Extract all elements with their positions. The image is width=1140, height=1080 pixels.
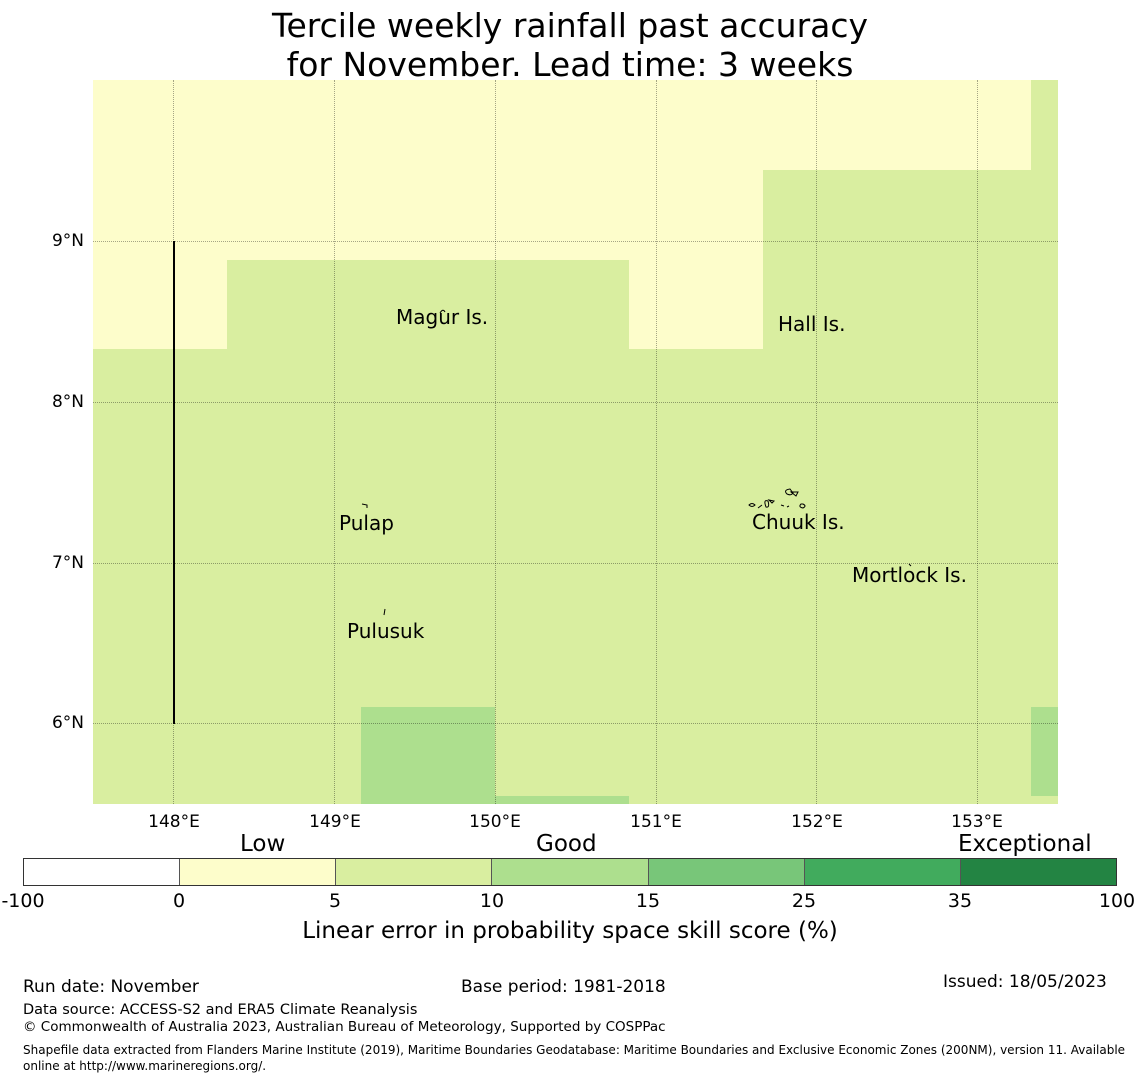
map-cell-low <box>93 80 1031 170</box>
lat-label: 7°N <box>51 553 84 573</box>
place-label-hall: Hall Is. <box>778 312 846 336</box>
lon-label: 149°E <box>309 812 361 832</box>
island-outlines <box>361 309 912 616</box>
lat-label: 6°N <box>51 713 84 733</box>
place-label-mortlock: Mortlock Is. <box>852 563 967 587</box>
base-period: Base period: 1981-2018 <box>461 977 666 997</box>
lon-label: 151°E <box>630 812 682 832</box>
lat-label: 9°N <box>51 231 84 251</box>
shapefile-credit-line-1: Shapefile data extracted from Flanders M… <box>23 1043 1126 1057</box>
lon-label: 150°E <box>469 812 521 832</box>
chart-title: Tercile weekly rainfall past accuracy fo… <box>0 6 1140 84</box>
map-cell-low <box>93 170 763 260</box>
colorbar-segment <box>336 859 493 885</box>
copyright: © Commonwealth of Australia 2023, Austra… <box>23 1019 666 1035</box>
colorbar-segment <box>24 859 181 885</box>
lon-label: 152°E <box>791 812 843 832</box>
place-label-pulusuk: Pulusuk <box>347 619 425 643</box>
map-cell-good <box>1031 707 1058 796</box>
colorbar-segment <box>804 859 961 885</box>
data-source: Data source: ACCESS-S2 and ERA5 Climate … <box>23 1002 418 1018</box>
colorbar-tick: 10 <box>479 890 505 912</box>
map-cell-low <box>629 260 763 349</box>
place-label-chuuk: Chuuk Is. <box>752 510 845 534</box>
lon-label: 153°E <box>951 812 1003 832</box>
boundary-line <box>173 241 175 724</box>
colorbar-tick: 100 <box>1098 890 1136 912</box>
lat-label: 8°N <box>51 392 84 412</box>
map-cell-good <box>495 796 629 804</box>
map-cell-good <box>361 707 495 804</box>
colorbar-tick: 35 <box>947 890 973 912</box>
category-good: Good <box>536 831 597 857</box>
colorbar-segment <box>180 859 337 885</box>
category-low: Low <box>240 831 286 857</box>
run-date: Run date: November <box>23 977 199 997</box>
colorbar-tick: 0 <box>172 890 186 912</box>
colorbar-tick: 5 <box>328 890 342 912</box>
colorbar-segment <box>648 859 805 885</box>
colorbar-segment <box>960 859 1116 885</box>
place-label-magur: Magur Is. <box>396 305 489 329</box>
place-label-pulap: Pulap <box>339 511 394 535</box>
skill-map: Magur Is. Hall Is. Pulap Chuuk Is. Mortl… <box>93 80 1058 804</box>
colorbar-tick: -100 <box>1 890 45 912</box>
map-cell-low <box>93 260 227 349</box>
colorbar <box>23 858 1117 886</box>
shapefile-credit-line-2: online at http://www.marineregions.org/. <box>23 1059 267 1073</box>
lon-label: 148°E <box>148 812 200 832</box>
colorbar-segment <box>492 859 649 885</box>
issued-date: Issued: 18/05/2023 <box>943 972 1107 992</box>
category-exceptional: Exceptional <box>958 831 1092 857</box>
title-line-1: Tercile weekly rainfall past accuracy <box>271 6 869 45</box>
colorbar-label: Linear error in probability space skill … <box>302 918 838 944</box>
title-line-2: for November. Lead time: 3 weeks <box>286 45 854 84</box>
colorbar-tick: 25 <box>791 890 817 912</box>
colorbar-tick: 15 <box>635 890 661 912</box>
